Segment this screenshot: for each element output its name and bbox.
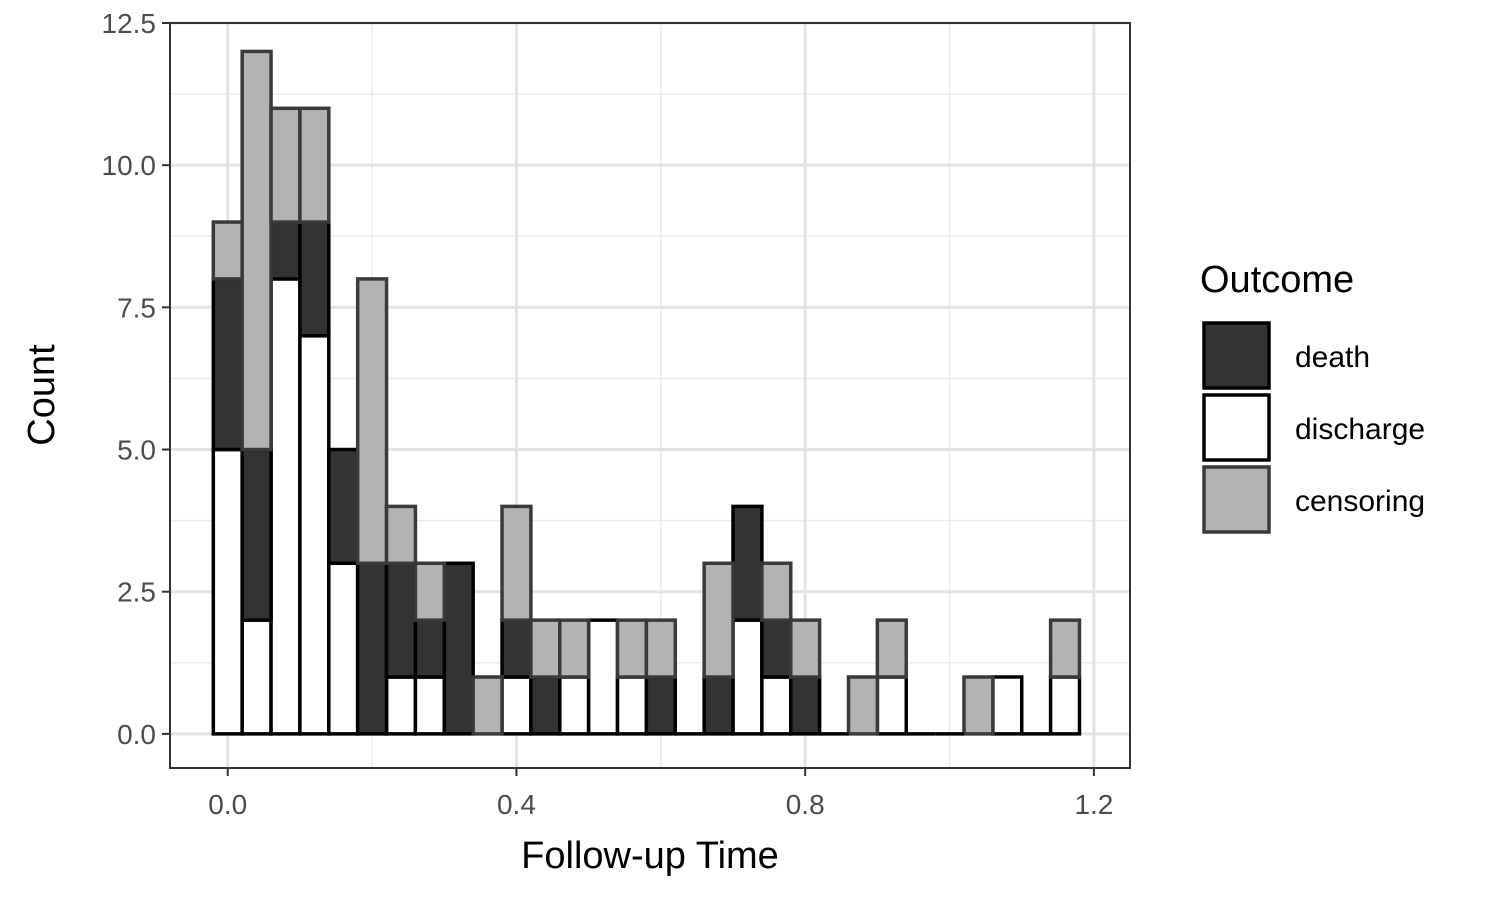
bar-death [300,222,329,336]
bar-death [329,450,358,564]
legend-label-censoring: censoring [1295,485,1425,518]
y-tick-label: 5.0 [117,435,156,466]
bar-censoring [502,506,531,620]
legend-key-discharge [1204,395,1269,460]
bar-discharge [387,677,416,734]
bar-discharge [415,677,444,734]
bar-death [733,506,762,620]
y-tick-label: 2.5 [117,577,156,608]
bar-discharge [329,563,358,734]
bar-censoring [560,620,589,677]
bar-death [791,677,820,734]
x-tick-label: 1.2 [1074,789,1113,820]
legend-key-death [1204,323,1269,388]
bar-censoring [271,108,300,222]
bar-death [762,620,791,677]
y-tick-label: 0.0 [117,719,156,750]
x-tick-label: 0.8 [786,789,825,820]
bar-censoring [242,51,271,449]
y-tick-label: 7.5 [117,292,156,323]
bar-death [415,620,444,677]
bar-death [387,563,416,677]
bar-death [646,677,675,734]
legend-title: Outcome [1200,259,1354,301]
bar-discharge [589,620,618,734]
legend-label-discharge: discharge [1295,413,1425,446]
bar-censoring [358,279,387,563]
bar-censoring [646,620,675,677]
bar-censoring [964,677,993,734]
bar-discharge [271,279,300,734]
bar-censoring [415,563,444,620]
bar-death [358,563,387,734]
bar-censoring [1051,620,1080,677]
x-tick-label: 0.4 [497,789,536,820]
bar-censoring [213,222,242,279]
bar-censoring [473,677,502,734]
bar-death [502,620,531,677]
bar-censoring [300,108,329,222]
y-tick-label: 10.0 [102,150,157,181]
bar-censoring [531,620,560,677]
bar-censoring [387,506,416,563]
bar-discharge [242,620,271,734]
bar-discharge [502,677,531,734]
bar-censoring [791,620,820,677]
bar-discharge [560,677,589,734]
bar-death [531,677,560,734]
bar-death [242,450,271,621]
bar-discharge [733,620,762,734]
y-tick-label: 12.5 [102,8,157,39]
x-tick-label: 0.0 [208,789,247,820]
legend-keys: death discharge censoring [1204,323,1425,532]
bar-censoring [618,620,647,677]
legend-label-death: death [1295,341,1370,374]
bar-death [271,222,300,279]
bar-death [213,279,242,450]
bar-discharge [877,677,906,734]
legend: Outcome death discharge censoring [1200,259,1425,532]
bar-censoring [704,563,733,677]
bar-discharge [1051,677,1080,734]
bar-discharge [762,677,791,734]
bar-censoring [877,620,906,677]
x-axis-title: Follow-up Time [521,835,779,877]
bar-death [704,677,733,734]
bar-discharge [213,450,242,734]
y-axis-title: Count [21,344,63,446]
legend-key-censoring [1204,467,1269,532]
bar-death [444,563,473,734]
bar-censoring [848,677,877,734]
bar-censoring [762,563,791,620]
bar-discharge [993,677,1022,734]
bar-discharge [300,336,329,734]
bar-discharge [618,677,647,734]
